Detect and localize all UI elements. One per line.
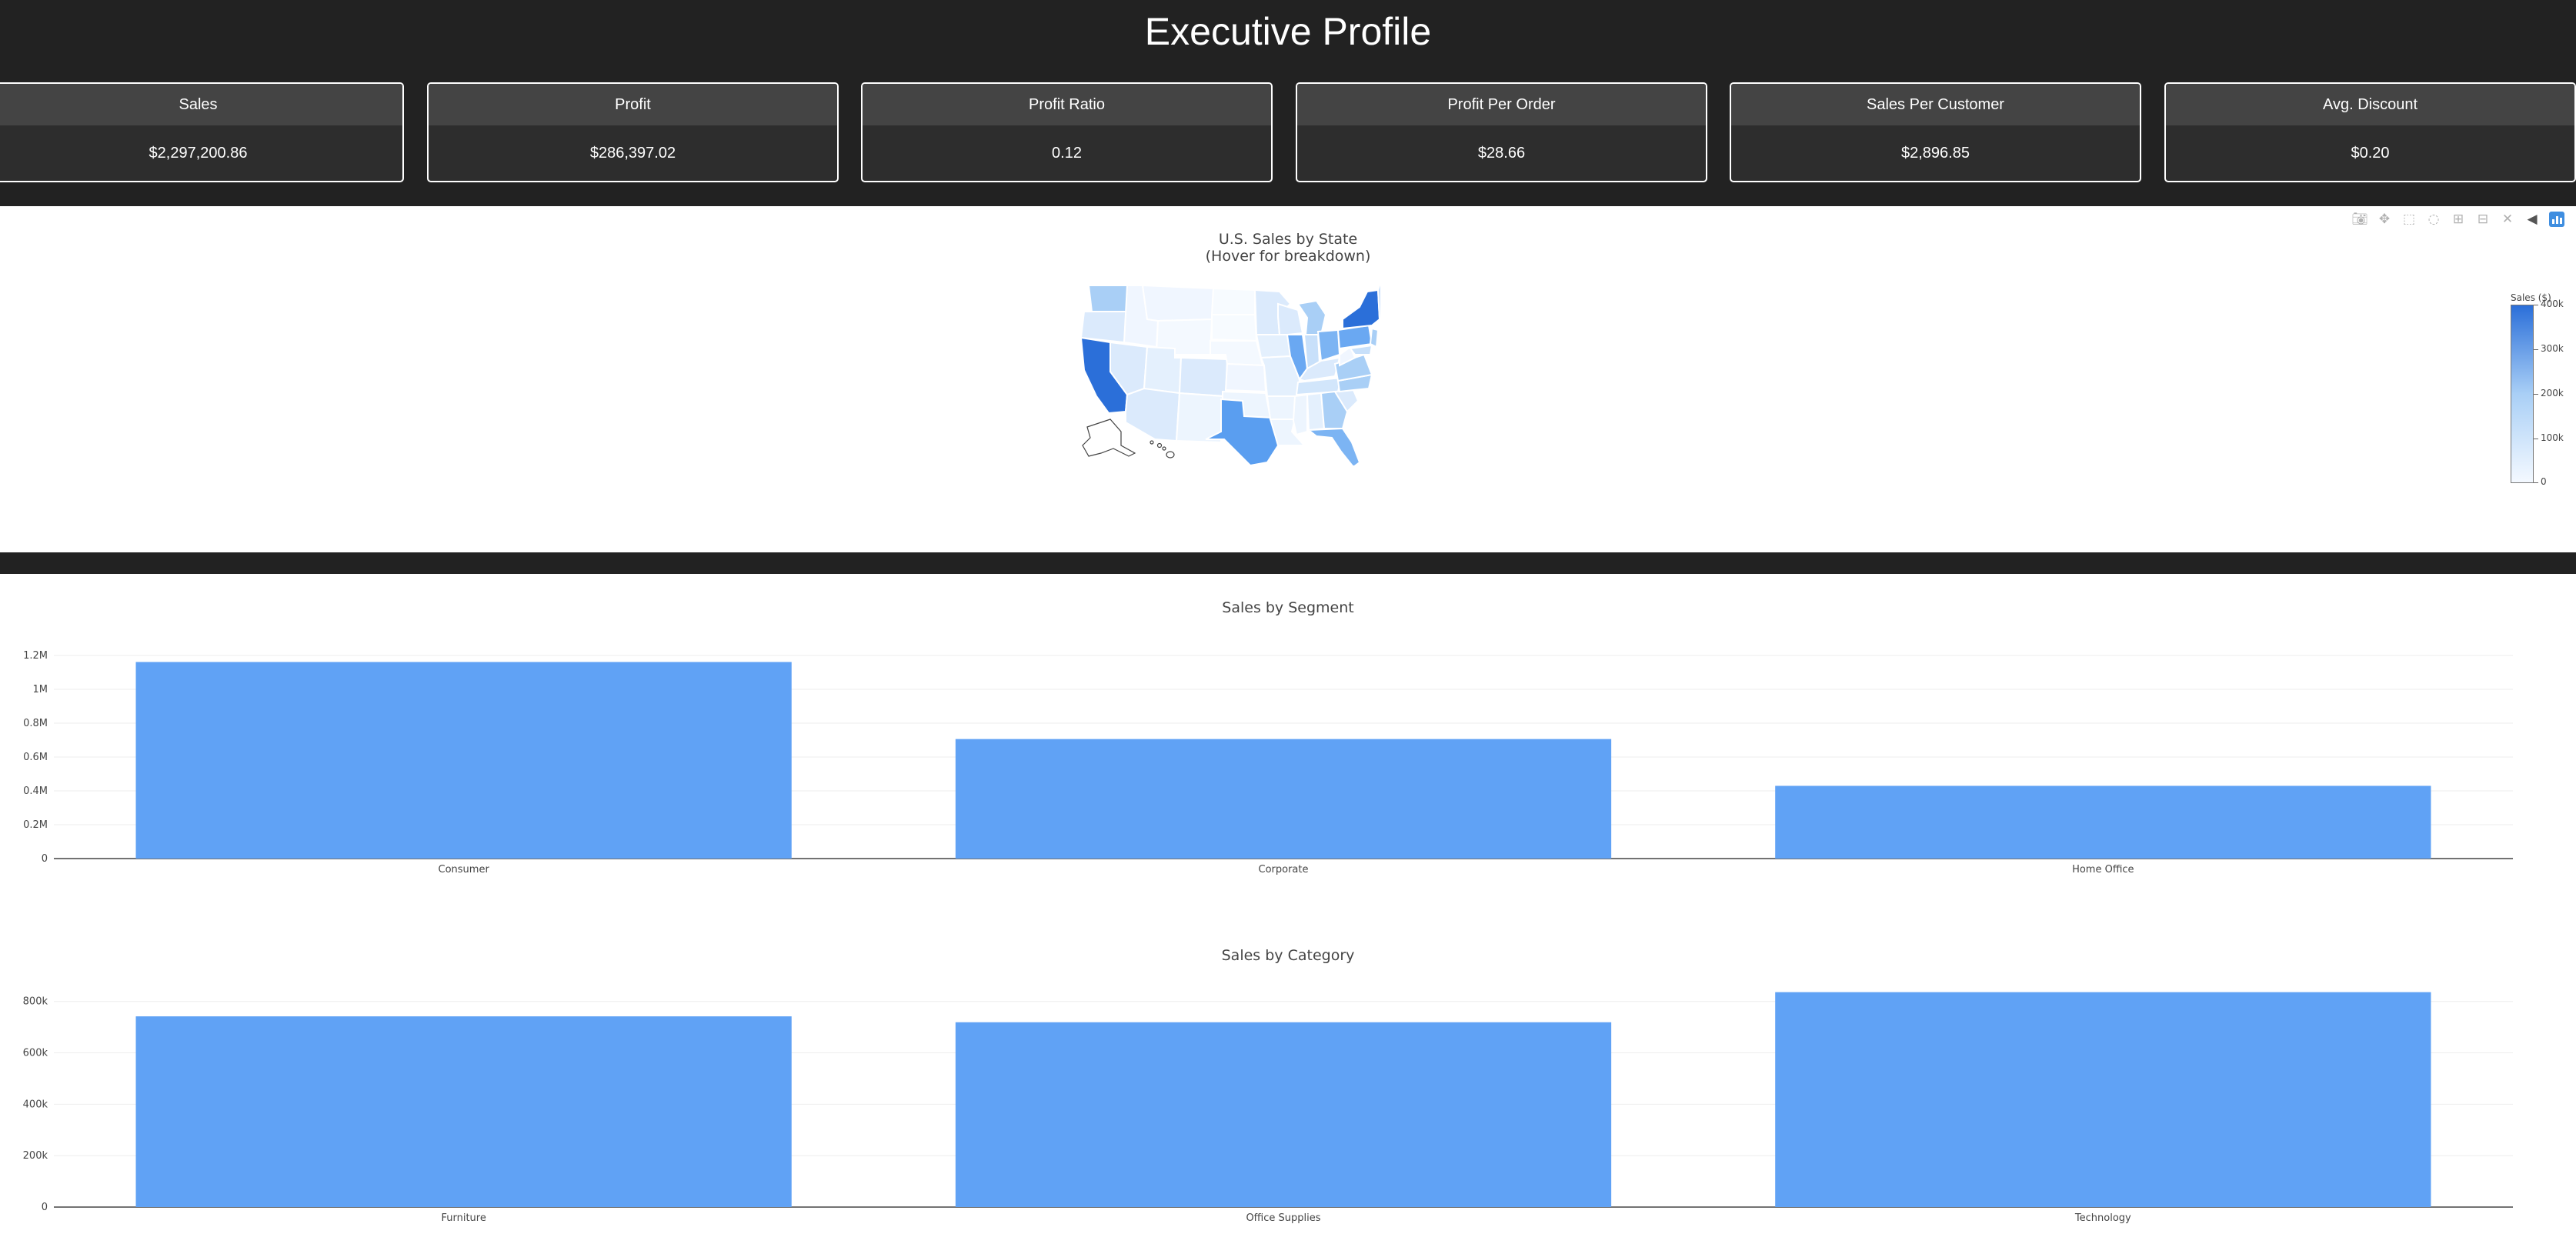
state-ks[interactable] [1224, 362, 1267, 393]
kpi-card-sales-per-customer: Sales Per Customer $2,896.85 [1730, 82, 2141, 182]
bar-home-office[interactable] [1775, 785, 2431, 859]
state-wv[interactable] [1339, 345, 1356, 367]
state-new-england[interactable] [1376, 281, 1381, 322]
bar-furniture[interactable] [135, 1016, 792, 1207]
kpi-value: $28.66 [1477, 144, 1526, 162]
segment-chart-title: Sales by Segment [1222, 599, 1354, 616]
state-md[interactable] [1349, 344, 1373, 355]
state-wa[interactable] [1087, 285, 1128, 312]
state-hi[interactable] [1150, 440, 1175, 459]
kpi-value: $0.20 [2351, 144, 2390, 162]
lasso-icon[interactable]: ◌ [2428, 212, 2440, 227]
colorbar-tick-mark [2534, 394, 2538, 395]
us-choropleth-map[interactable] [1073, 281, 1381, 465]
state-nd[interactable] [1210, 287, 1256, 315]
x-tick-label: Office Supplies [1246, 1212, 1320, 1224]
camera-icon[interactable]: 📷︎ [2351, 212, 2368, 227]
state-sd[interactable] [1211, 314, 1258, 342]
state-mt[interactable] [1141, 284, 1215, 322]
y-tick-label: 400k [23, 1099, 48, 1110]
bar-technology[interactable] [1775, 992, 2431, 1207]
colorbar-tick: 0 [2541, 476, 2547, 487]
kpi-cards: Sales $2,297,200.86 Profit $286,397.02 P… [0, 82, 2576, 184]
bar-consumer[interactable] [135, 662, 792, 859]
y-tick-label: 0 [42, 1202, 48, 1213]
page-title: Executive Profile [1144, 10, 1432, 53]
kpi-card-profit-ratio: Profit Ratio 0.12 [861, 82, 1273, 182]
y-tick-label: 800k [23, 996, 48, 1008]
state-ak[interactable] [1082, 419, 1136, 457]
state-co[interactable] [1178, 356, 1229, 398]
colorbar-tick: 400k [2541, 298, 2564, 309]
map-title-line1: U.S. Sales by State [1218, 231, 1358, 248]
kpi-value: $286,397.02 [589, 144, 676, 162]
kpi-card-avg-discount: Avg. Discount $0.20 [2164, 82, 2576, 182]
state-tx[interactable] [1205, 398, 1283, 465]
kpi-value: $2,297,200.86 [148, 144, 248, 162]
segment-bar-chart[interactable]: 0 0.2M 0.4M 0.6M 0.8M 1M 1.2M Consumer Corporate… [0, 639, 2576, 885]
colorbar-tick: 200k [2541, 388, 2564, 399]
y-tick-label: 0.4M [23, 785, 48, 797]
colorbar-tick: 300k [2541, 343, 2564, 354]
state-ms[interactable] [1292, 393, 1308, 436]
hover-icon[interactable]: ◀ [2527, 212, 2538, 227]
category-chart-title: Sales by Category [1221, 947, 1355, 964]
state-ny[interactable] [1342, 288, 1381, 330]
state-fl[interactable] [1306, 427, 1361, 465]
kpi-label: Profit [429, 84, 837, 125]
kpi-label: Sales Per Customer [1731, 84, 2140, 125]
colorbar-tick: 100k [2541, 432, 2564, 443]
state-nj[interactable] [1369, 327, 1380, 349]
state-ut[interactable] [1143, 345, 1183, 395]
y-tick-label: 0.2M [23, 819, 48, 831]
colorbar [2511, 305, 2534, 483]
y-tick-label: 600k [23, 1048, 48, 1059]
zoom-in-icon[interactable]: ⊞ [2452, 212, 2464, 227]
colorbar-tick-mark [2534, 349, 2538, 350]
box-select-icon[interactable]: ⬚ [2402, 212, 2416, 227]
kpi-value: 0.12 [1052, 144, 1082, 162]
colorbar-title: Sales ($) [2511, 292, 2551, 303]
x-tick-label: Corporate [1259, 864, 1309, 875]
kpi-card-profit-per-order: Profit Per Order $28.66 [1296, 82, 1707, 182]
state-nm[interactable] [1175, 392, 1224, 444]
y-tick-label: 1.2M [23, 650, 48, 662]
bar-corporate[interactable] [955, 739, 1612, 859]
kpi-label: Avg. Discount [2166, 84, 2574, 125]
state-wi[interactable] [1277, 302, 1304, 335]
category-bar-chart[interactable]: 0 200k 400k 600k 800k Furniture Office Supplie… [0, 989, 2576, 1231]
x-tick-label: Home Office [2072, 864, 2134, 875]
state-ia[interactable] [1255, 334, 1292, 359]
kpi-value: $2,896.85 [1901, 144, 1970, 162]
x-tick-label: Consumer [439, 864, 490, 875]
y-tick-label: 0.6M [23, 752, 48, 763]
plotly-logo-icon[interactable] [2548, 211, 2565, 228]
y-tick-label: 1M [33, 684, 48, 695]
state-or[interactable] [1079, 311, 1129, 344]
map-title-line2: (Hover for breakdown) [1205, 248, 1371, 265]
kpi-label: Sales [0, 84, 402, 125]
kpi-label: Profit Ratio [863, 84, 1271, 125]
y-tick-label: 0 [42, 853, 48, 865]
reset-axes-icon[interactable]: ✕ [2501, 212, 2514, 227]
y-tick-label: 200k [23, 1150, 48, 1162]
kpi-card-profit: Profit $286,397.02 [427, 82, 839, 182]
zoom-out-icon[interactable]: ⊟ [2477, 212, 2489, 227]
x-tick-label: Furniture [441, 1212, 486, 1224]
state-az[interactable] [1125, 387, 1181, 442]
modebar: 📷︎ ✥ ⬚ ◌ ⊞ ⊟ ✕ ◀ [2351, 211, 2565, 228]
state-oh[interactable] [1316, 329, 1341, 362]
state-ga[interactable] [1320, 390, 1349, 429]
pan-icon[interactable]: ✥ [2378, 212, 2391, 227]
kpi-card-sales: Sales $2,297,200.86 [0, 82, 404, 182]
bar-office-supplies[interactable] [955, 1022, 1612, 1207]
colorbar-tick-mark [2534, 482, 2538, 483]
header: Executive Profile Sales $2,297,200.86 Pr… [0, 0, 2576, 206]
x-tick-label: Technology [2074, 1212, 2131, 1224]
kpi-label: Profit Per Order [1297, 84, 1706, 125]
y-tick-label: 0.8M [23, 718, 48, 729]
